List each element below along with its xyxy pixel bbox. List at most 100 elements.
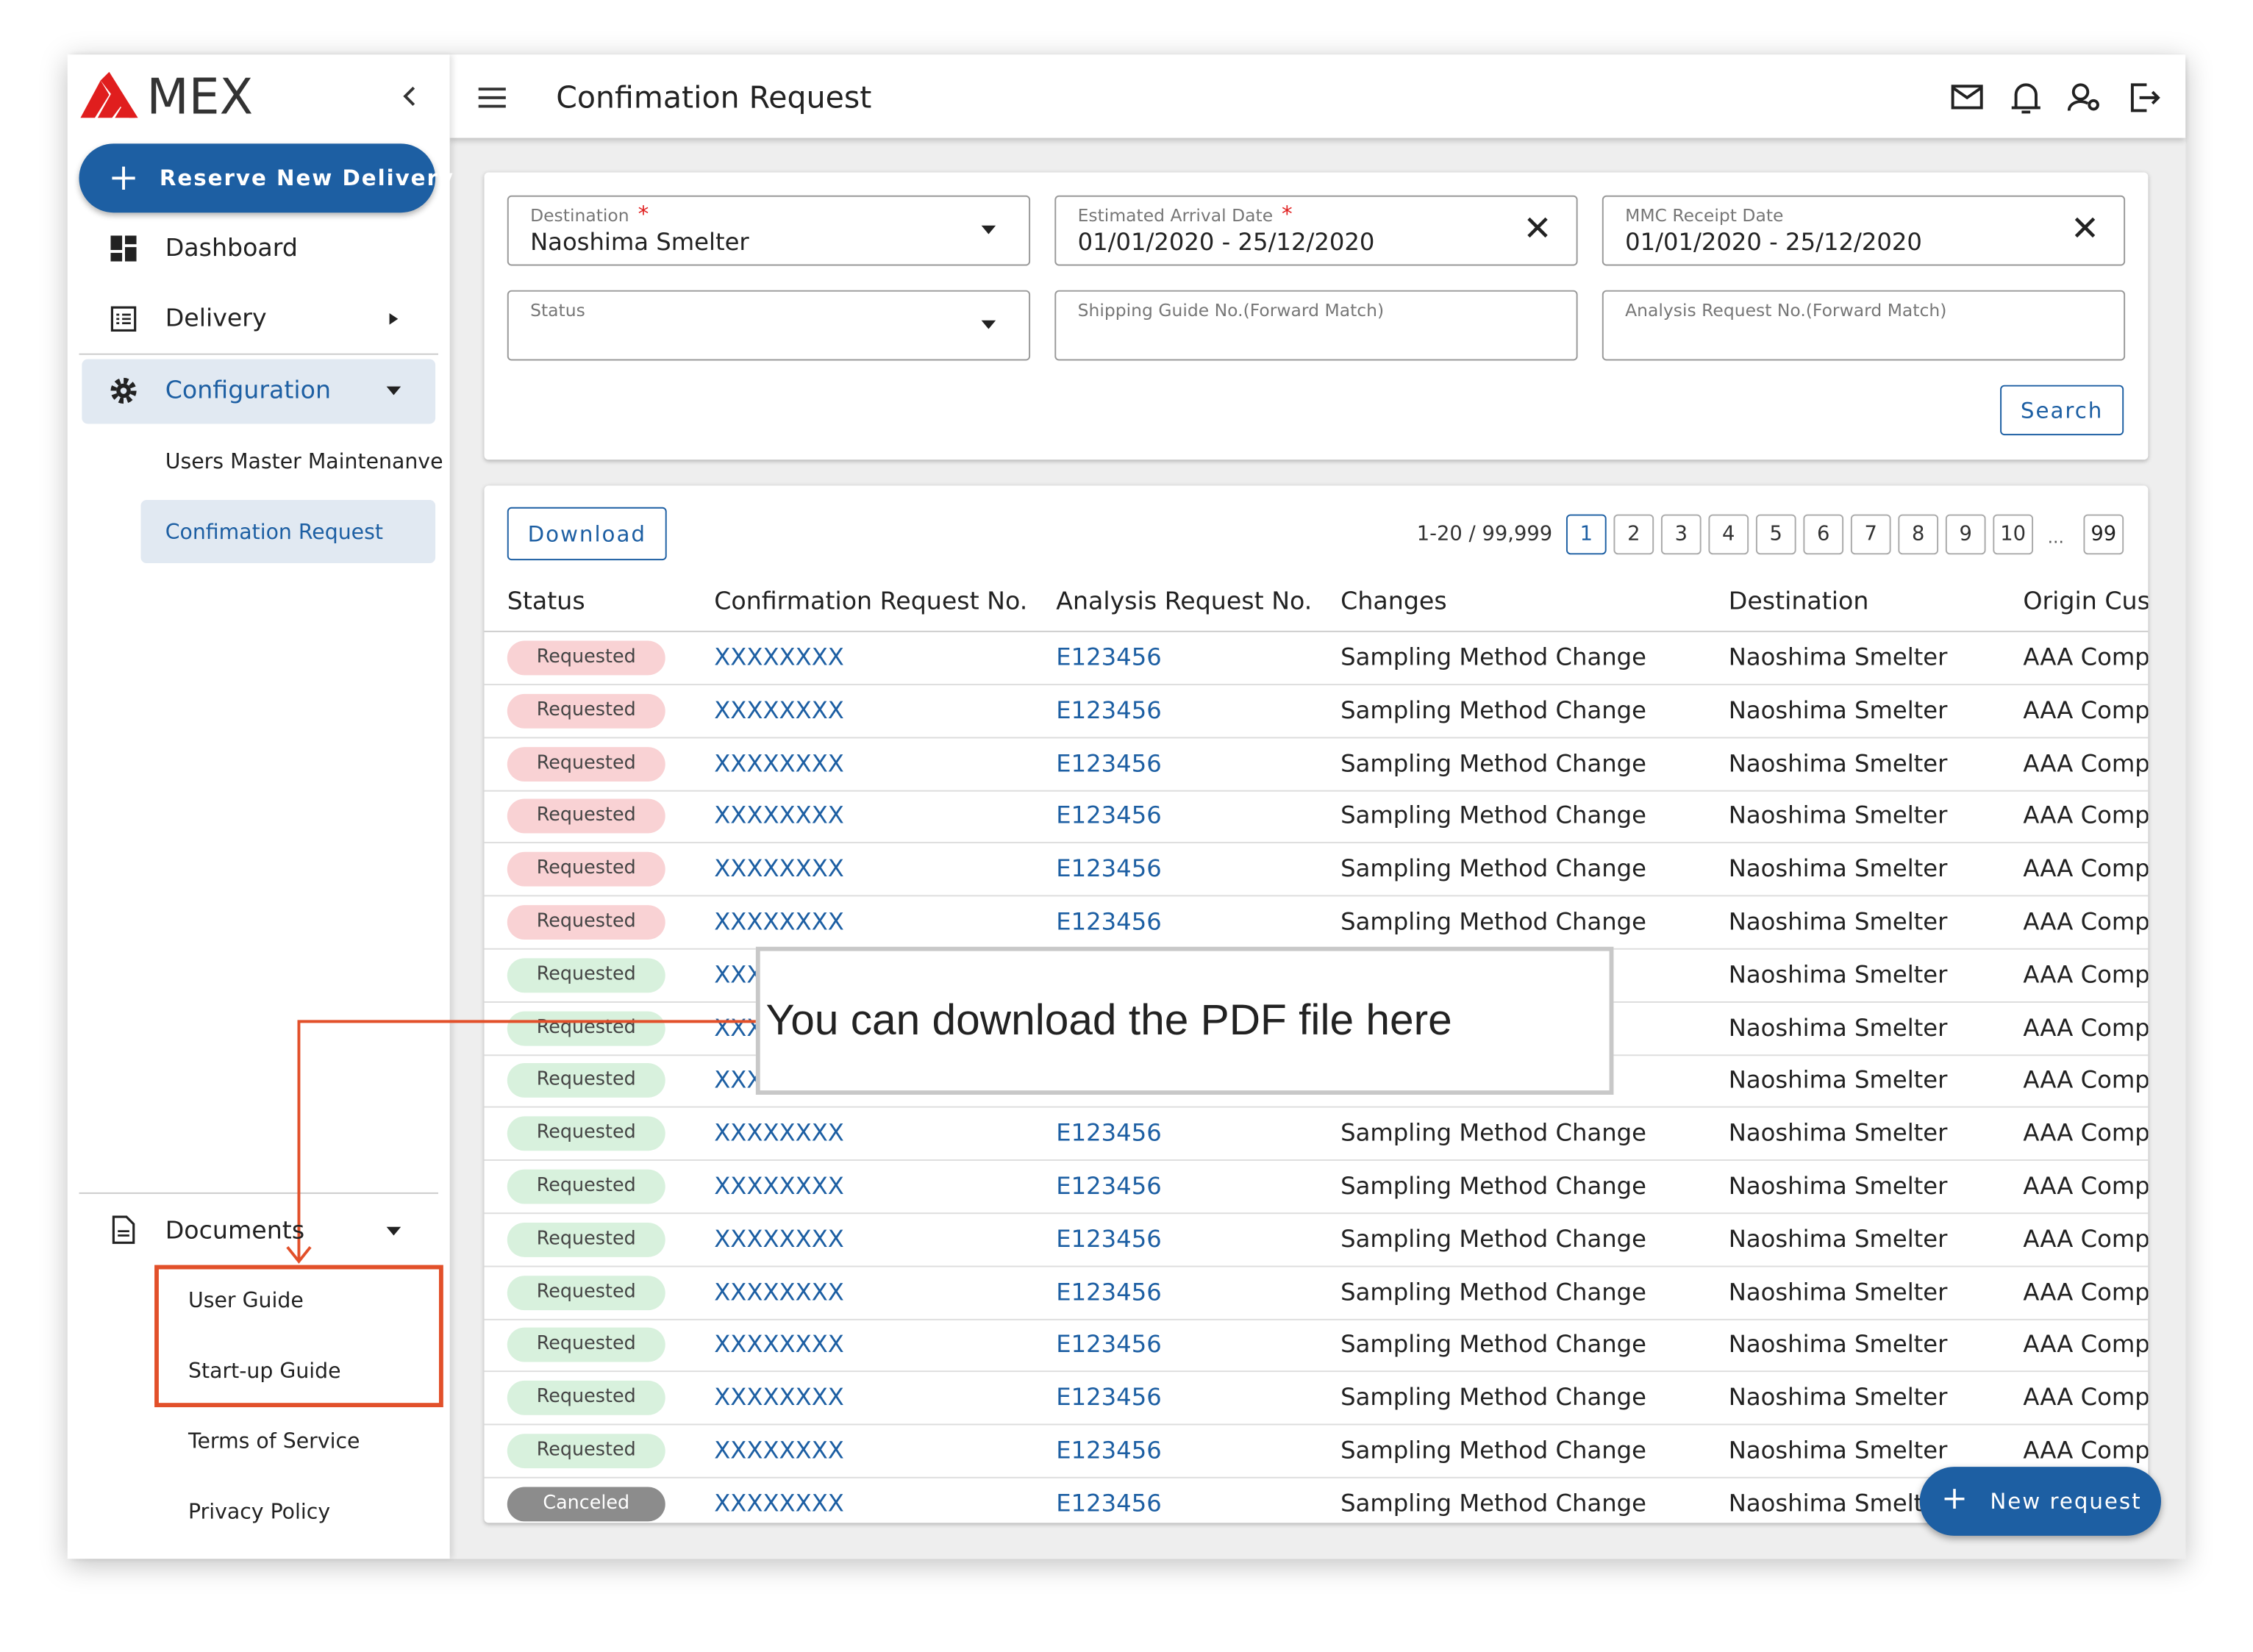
table-cell: Sampling Method Change: [1340, 1490, 1646, 1517]
reserve-button[interactable]: [79, 143, 436, 213]
row-rule: [484, 1212, 2149, 1215]
menu-icon[interactable]: [477, 85, 509, 110]
table-cell: Naoshima Smelter: [1728, 1437, 1948, 1465]
page-number[interactable]: 99: [2090, 523, 2117, 546]
nav-item[interactable]: Configuration: [165, 376, 332, 406]
header-icons[interactable]: [1949, 80, 2164, 115]
row-rule: [484, 789, 2149, 791]
page-button[interactable]: [1993, 514, 2034, 555]
nav-item[interactable]: Dashboard: [165, 234, 298, 263]
table-link[interactable]: XXXXXXXX: [714, 1384, 844, 1412]
doc-link[interactable]: User Guide: [188, 1290, 304, 1314]
subnav-item[interactable]: Confimation Request: [165, 521, 384, 545]
table-link[interactable]: E123456: [1056, 1278, 1162, 1306]
table-link[interactable]: XXXXXXXX: [714, 1278, 844, 1306]
table-link[interactable]: XXXXXXXX: [714, 907, 844, 936]
doc-link[interactable]: Start-up Guide: [188, 1360, 341, 1384]
table-link[interactable]: XXXXXXXX: [714, 643, 844, 671]
page-button[interactable]: [1898, 514, 1939, 555]
download-button[interactable]: [507, 507, 667, 561]
page-number[interactable]: 1: [1579, 523, 1593, 546]
filter-field[interactable]: [1602, 290, 2126, 361]
doc-link[interactable]: Terms of Service: [188, 1431, 360, 1454]
table-link[interactable]: XXXXXXXX: [714, 855, 844, 883]
nav-item[interactable]: Delivery: [165, 304, 267, 334]
table-link[interactable]: XXXXXXXX: [714, 1437, 844, 1465]
page-button[interactable]: [1803, 514, 1844, 555]
page-number[interactable]: 3: [1674, 523, 1688, 546]
doc-link[interactable]: Privacy Policy: [188, 1501, 331, 1525]
table-link[interactable]: XXXXXXXX: [714, 696, 844, 724]
page-number[interactable]: 10: [2000, 523, 2027, 546]
table-link[interactable]: E123456: [1056, 1119, 1162, 1147]
table-link[interactable]: XXXXXXXX: [714, 1331, 844, 1359]
status-pill: [507, 746, 665, 782]
table-link[interactable]: E123456: [1056, 1384, 1162, 1412]
search-button-label[interactable]: Search: [2020, 398, 2104, 424]
search-button[interactable]: [2000, 385, 2124, 436]
page-number[interactable]: 5: [1769, 523, 1782, 546]
filter-field[interactable]: [507, 195, 1031, 266]
page-number[interactable]: 8: [1911, 523, 1925, 546]
filter-field[interactable]: [1054, 290, 1578, 361]
table-link[interactable]: E123456: [1056, 802, 1162, 830]
table-link[interactable]: E123456: [1056, 696, 1162, 724]
filter-field[interactable]: [507, 290, 1031, 361]
table-link[interactable]: XXXXXXXX: [714, 1225, 844, 1253]
nav-item[interactable]: Documents: [165, 1217, 305, 1246]
clear-icon[interactable]: ✕: [2070, 208, 2100, 249]
row-rule: [484, 1265, 2149, 1267]
table-link[interactable]: XXXXXXXX: [714, 749, 844, 777]
page-button[interactable]: [1755, 514, 1796, 555]
page-number[interactable]: 6: [1817, 523, 1830, 546]
status-pill: [507, 1116, 665, 1151]
page-button[interactable]: [2083, 514, 2124, 555]
page-button[interactable]: [1945, 514, 1986, 555]
page-button[interactable]: [1613, 514, 1654, 555]
table-link[interactable]: XXXXXXXX: [714, 1172, 844, 1200]
new-request-button[interactable]: [1919, 1467, 2161, 1536]
column-header: Analysis Request No.: [1056, 587, 1313, 617]
tooltip-box: [755, 946, 1614, 1095]
table-link[interactable]: E123456: [1056, 1331, 1162, 1359]
collapse-icon[interactable]: [399, 85, 419, 107]
subnav-item[interactable]: Users Master Maintenanve: [165, 451, 443, 474]
page-number[interactable]: 7: [1864, 523, 1877, 546]
clear-icon[interactable]: ✕: [1523, 208, 1552, 249]
page-number[interactable]: 9: [1959, 523, 1972, 546]
table-link[interactable]: E123456: [1056, 1225, 1162, 1253]
filter-field[interactable]: [1602, 195, 2126, 266]
table-link[interactable]: E123456: [1056, 1490, 1162, 1517]
status-pill: [507, 957, 665, 993]
table-link[interactable]: XXX: [714, 1013, 763, 1041]
plus-icon: +: [1940, 1481, 1968, 1517]
table-link[interactable]: E123456: [1056, 643, 1162, 671]
nav-highlight: [82, 359, 436, 424]
table-link[interactable]: XXXXXXXX: [714, 1490, 844, 1517]
table-link[interactable]: E123456: [1056, 1437, 1162, 1465]
table-link[interactable]: XXX: [714, 1066, 763, 1094]
table-cell: Naoshima Smelter: [1728, 1331, 1948, 1359]
page-button[interactable]: [1660, 514, 1702, 555]
table-link[interactable]: E123456: [1056, 1172, 1162, 1200]
filter-field[interactable]: [1054, 195, 1578, 266]
field-label: MMC Receipt Date: [1625, 205, 1784, 226]
page-number[interactable]: 2: [1627, 523, 1640, 546]
required-mark: *: [638, 201, 649, 227]
pagination-range: 1-20 / 99,999: [1416, 523, 1553, 546]
table-link[interactable]: E123456: [1056, 749, 1162, 777]
page-button[interactable]: [1850, 514, 1891, 555]
page-button[interactable]: [1708, 514, 1749, 555]
download-button-label[interactable]: Download: [527, 521, 646, 548]
table-link[interactable]: E123456: [1056, 855, 1162, 883]
page-number[interactable]: 4: [1722, 523, 1735, 546]
dashboard-icon: [110, 235, 137, 262]
new-request-label[interactable]: New request: [1990, 1488, 2142, 1515]
reserve-button-label[interactable]: Reserve New Delivery: [159, 165, 454, 191]
table-link[interactable]: E123456: [1056, 907, 1162, 936]
table-link[interactable]: XXX: [714, 960, 763, 989]
page-button[interactable]: [1565, 514, 1607, 555]
table-link[interactable]: XXXXXXXX: [714, 802, 844, 830]
table-link[interactable]: XXXXXXXX: [714, 1119, 844, 1147]
